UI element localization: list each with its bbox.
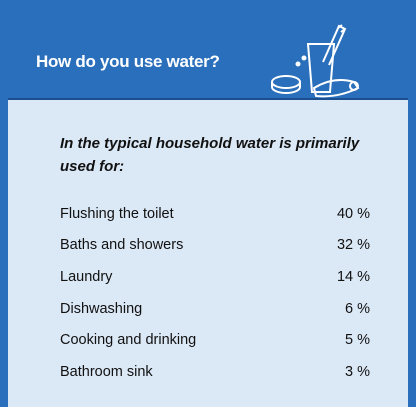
usage-label: Flushing the toilet bbox=[60, 198, 309, 230]
usage-label: Cooking and drinking bbox=[60, 324, 309, 356]
usage-percent: 14 % bbox=[309, 261, 370, 293]
usage-percent: 3 % bbox=[309, 356, 370, 388]
title: How do you use water? bbox=[36, 52, 220, 72]
header: How do you use water? bbox=[0, 0, 416, 98]
usage-percent: 5 % bbox=[309, 324, 370, 356]
usage-percent: 32 % bbox=[309, 230, 370, 262]
bathroom-icon bbox=[268, 22, 363, 102]
usage-label: Bathroom sink bbox=[60, 356, 309, 388]
intro-text: In the typical household water is primar… bbox=[60, 132, 360, 178]
usage-label: Dishwashing bbox=[60, 293, 309, 325]
usage-percent: 6 % bbox=[309, 293, 370, 325]
usage-label: Baths and showers bbox=[60, 230, 309, 262]
water-use-card: How do you use water? In the typical hou… bbox=[0, 0, 416, 407]
usage-label: Laundry bbox=[60, 261, 309, 293]
panel: In the typical household water is primar… bbox=[8, 98, 408, 407]
usage-percent: 40 % bbox=[309, 198, 370, 230]
